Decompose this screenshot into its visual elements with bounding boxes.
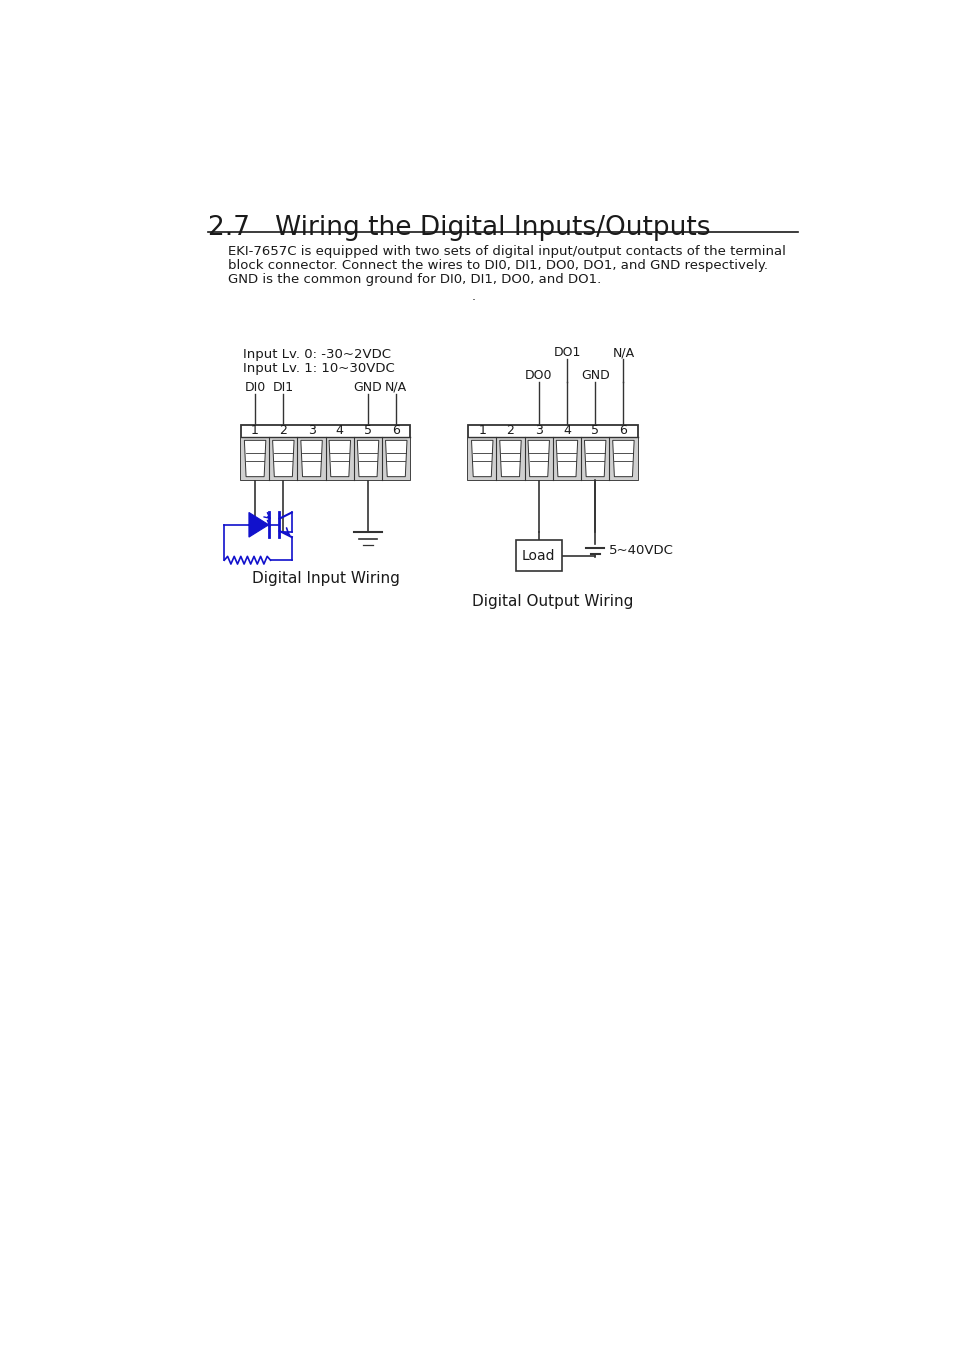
- Text: 2: 2: [506, 424, 514, 438]
- Text: EKI-7657C is equipped with two sets of digital input/output contacts of the term: EKI-7657C is equipped with two sets of d…: [228, 246, 785, 258]
- Bar: [515, 540, 561, 571]
- Polygon shape: [244, 440, 266, 477]
- Text: Digital Input Wiring: Digital Input Wiring: [252, 571, 399, 586]
- Text: 3: 3: [535, 424, 542, 438]
- Text: DO0: DO0: [524, 369, 552, 382]
- Bar: [269, 436, 297, 480]
- Bar: [552, 436, 580, 480]
- Polygon shape: [584, 440, 605, 477]
- Text: 5: 5: [591, 424, 598, 438]
- Polygon shape: [300, 440, 322, 477]
- Text: DI0: DI0: [244, 381, 266, 394]
- Text: DO1: DO1: [553, 346, 580, 359]
- Polygon shape: [527, 440, 549, 477]
- Polygon shape: [249, 512, 269, 538]
- Text: block connector. Connect the wires to DI0, DI1, DO0, DO1, and GND respectively.: block connector. Connect the wires to DI…: [228, 259, 767, 272]
- Text: .: .: [472, 290, 476, 303]
- Bar: [325, 436, 354, 480]
- Text: 1: 1: [477, 424, 486, 438]
- Bar: [241, 436, 269, 480]
- Text: Input Lv. 0: -30~2VDC: Input Lv. 0: -30~2VDC: [243, 347, 391, 361]
- Text: Digital Output Wiring: Digital Output Wiring: [472, 594, 633, 609]
- Text: Load: Load: [521, 549, 555, 562]
- Polygon shape: [329, 440, 350, 477]
- Text: 4: 4: [335, 424, 343, 438]
- Text: 6: 6: [392, 424, 400, 438]
- Polygon shape: [499, 440, 520, 477]
- Text: GND: GND: [354, 381, 382, 394]
- Text: 6: 6: [618, 424, 627, 438]
- Text: Input Lv. 1: 10~30VDC: Input Lv. 1: 10~30VDC: [243, 362, 395, 374]
- Bar: [354, 436, 382, 480]
- Text: 5~40VDC: 5~40VDC: [608, 544, 673, 558]
- Text: N/A: N/A: [612, 346, 634, 359]
- Bar: [609, 436, 637, 480]
- Bar: [468, 424, 637, 480]
- Text: GND: GND: [580, 369, 609, 382]
- Bar: [382, 436, 410, 480]
- Text: 2: 2: [279, 424, 287, 438]
- Polygon shape: [385, 440, 407, 477]
- Text: 1: 1: [251, 424, 259, 438]
- Text: GND is the common ground for DI0, DI1, DO0, and DO1.: GND is the common ground for DI0, DI1, D…: [228, 273, 600, 286]
- Text: 5: 5: [364, 424, 372, 438]
- Polygon shape: [612, 440, 634, 477]
- Text: 2.7   Wiring the Digital Inputs/Outputs: 2.7 Wiring the Digital Inputs/Outputs: [208, 215, 710, 242]
- Polygon shape: [471, 440, 493, 477]
- Bar: [496, 436, 524, 480]
- Text: DI1: DI1: [273, 381, 294, 394]
- Polygon shape: [556, 440, 578, 477]
- Bar: [468, 436, 496, 480]
- Polygon shape: [357, 440, 378, 477]
- Bar: [524, 436, 552, 480]
- Bar: [297, 436, 325, 480]
- Text: 3: 3: [307, 424, 315, 438]
- Text: 4: 4: [562, 424, 570, 438]
- Bar: [580, 436, 609, 480]
- Text: N/A: N/A: [385, 381, 407, 394]
- Polygon shape: [273, 440, 294, 477]
- Bar: [241, 424, 410, 480]
